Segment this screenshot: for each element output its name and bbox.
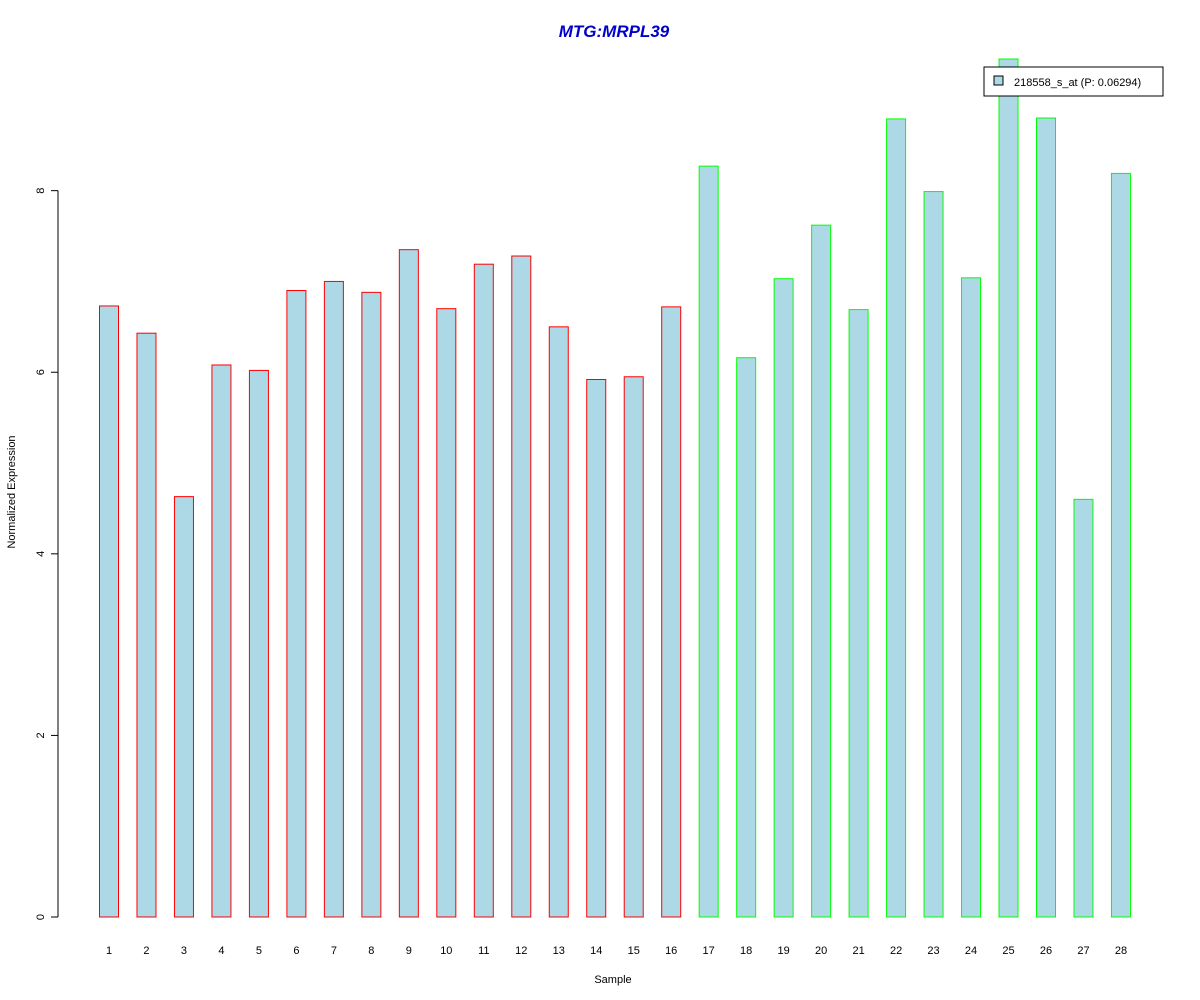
legend-label: 218558_s_at (P: 0.06294) <box>1014 77 1141 89</box>
bar-sample-16 <box>661 306 682 918</box>
bar-sample-4 <box>211 364 232 918</box>
x-tick-label: 10 <box>440 945 452 957</box>
x-tick-label: 16 <box>665 945 677 957</box>
x-tick-label: 11 <box>478 945 489 957</box>
bar-sample-27 <box>1073 498 1094 918</box>
x-tick-label: 14 <box>590 945 602 957</box>
bars <box>99 58 1131 918</box>
bar-sample-17 <box>698 165 719 918</box>
x-tick-label: 1 <box>106 945 112 957</box>
bar-sample-14 <box>586 379 607 918</box>
x-tick-labels: 1 2 3 4 5 6 7 8 9 10 11 12 13 14 15 16 17 18 19 20 21 22 23 24 2… <box>106 945 1127 957</box>
x-tick-label: 24 <box>965 945 977 957</box>
bar-sample-6 <box>286 290 307 918</box>
bar-sample-1 <box>99 305 119 918</box>
bar-sample-19 <box>773 278 794 918</box>
x-tick-label: 26 <box>1040 945 1052 957</box>
bar-sample-28 <box>1110 172 1131 918</box>
bar-sample-20 <box>811 224 832 918</box>
bar-sample-21 <box>848 309 869 918</box>
x-tick-label: 13 <box>553 945 565 957</box>
bar-sample-11 <box>473 263 494 918</box>
x-tick-label: 21 <box>852 945 864 957</box>
x-tick-label: 28 <box>1115 945 1127 957</box>
x-tick-label: 5 <box>256 945 262 957</box>
x-tick-label: 25 <box>1002 945 1014 957</box>
bar-sample-2 <box>136 332 157 918</box>
bar-sample-24 <box>961 277 982 918</box>
x-tick-label: 20 <box>815 945 827 957</box>
bar-sample-18 <box>736 357 757 918</box>
chart-title: MTG:MRPL39 <box>559 22 670 41</box>
x-axis-label: Sample <box>594 974 631 986</box>
x-tick-label: 15 <box>628 945 640 957</box>
bar-sample-25 <box>998 58 1019 918</box>
bar-sample-5 <box>248 369 269 918</box>
legend: 218558_s_at (P: 0.06294) <box>983 66 1164 97</box>
y-axis: 0 2 4 6 8 <box>35 188 59 920</box>
bar-sample-23 <box>923 191 944 918</box>
bar-sample-22 <box>886 118 907 918</box>
x-tick-label: 7 <box>331 945 337 957</box>
x-tick-label: 9 <box>406 945 412 957</box>
y-tick-label: 6 <box>35 369 47 375</box>
x-tick-label: 3 <box>181 945 187 957</box>
y-tick-label: 0 <box>35 914 47 920</box>
bar-sample-7 <box>323 280 344 918</box>
bar-sample-13 <box>548 326 569 918</box>
x-tick-label: 23 <box>927 945 939 957</box>
bar-sample-8 <box>361 291 382 918</box>
x-tick-label: 4 <box>218 945 224 957</box>
x-tick-label: 17 <box>703 945 715 957</box>
x-tick-label: 12 <box>515 945 527 957</box>
bar-sample-10 <box>436 308 457 918</box>
bar-sample-3 <box>173 496 194 918</box>
x-tick-label: 19 <box>778 945 790 957</box>
y-tick-label: 4 <box>35 551 47 557</box>
x-tick-label: 27 <box>1077 945 1089 957</box>
x-tick-label: 8 <box>368 945 374 957</box>
x-tick-label: 18 <box>740 945 752 957</box>
x-tick-label: 2 <box>143 945 149 957</box>
y-tick-label: 8 <box>35 188 47 194</box>
bar-sample-26 <box>1036 117 1056 918</box>
y-axis-label: Normalized Expression <box>6 435 18 548</box>
x-tick-label: 6 <box>293 945 299 957</box>
y-tick-label: 2 <box>35 732 47 738</box>
bar-sample-12 <box>511 255 532 918</box>
x-tick-label: 22 <box>890 945 902 957</box>
legend-swatch <box>993 75 1004 86</box>
bar-sample-15 <box>623 376 644 918</box>
bar-sample-9 <box>398 249 419 918</box>
legend-box <box>983 66 1164 97</box>
